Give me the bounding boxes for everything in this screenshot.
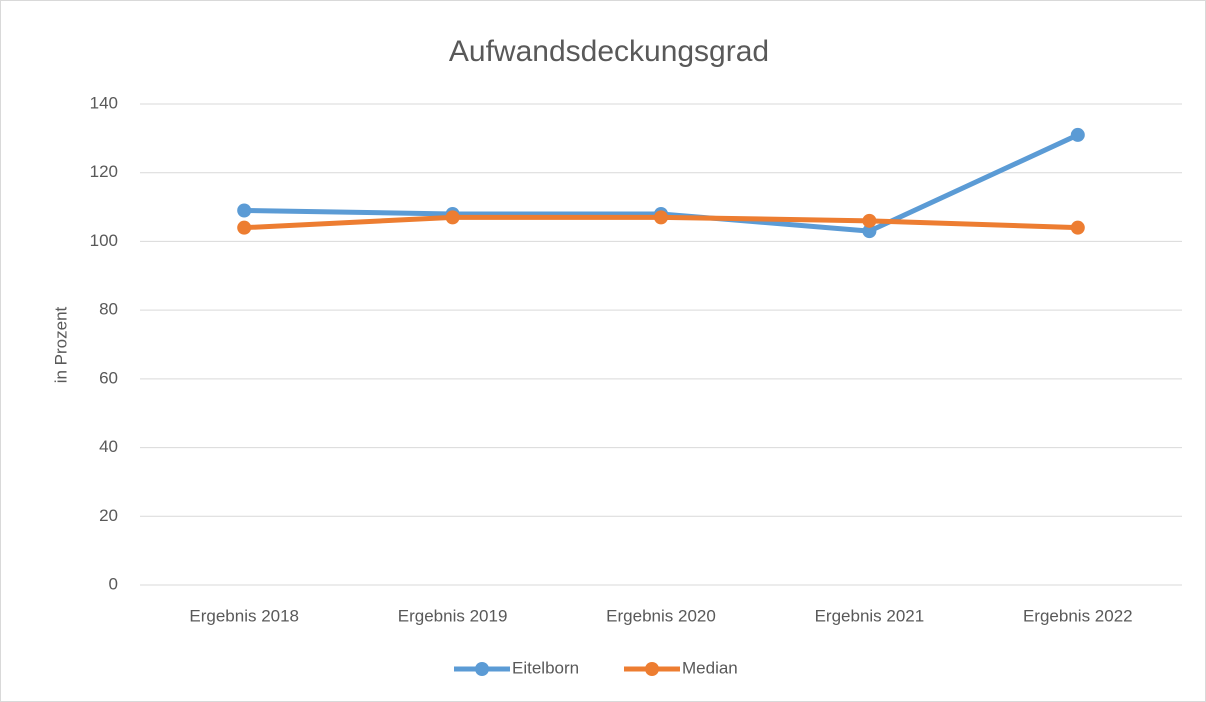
data-point (1070, 220, 1085, 235)
y-tick-label: 120 (90, 162, 118, 181)
y-tick-label: 60 (99, 368, 118, 387)
legend-label: Median (682, 658, 738, 677)
x-tick-label: Ergebnis 2022 (1023, 606, 1133, 625)
x-tick-label: Ergebnis 2019 (398, 606, 508, 625)
y-tick-label: 80 (99, 300, 118, 319)
y-tick-label: 0 (109, 574, 118, 593)
y-tick-label: 20 (99, 506, 118, 525)
legend-label: Eitelborn (512, 658, 579, 677)
x-tick-label: Ergebnis 2020 (606, 606, 716, 625)
y-axis-label: in Prozent (51, 306, 70, 383)
x-tick-label: Ergebnis 2021 (815, 606, 925, 625)
data-point (1070, 127, 1085, 142)
data-point (237, 220, 252, 235)
x-tick-label: Ergebnis 2018 (189, 606, 299, 625)
data-point (862, 224, 877, 239)
data-point (237, 203, 252, 218)
y-tick-label: 100 (90, 231, 118, 250)
legend-marker (475, 662, 489, 676)
y-tick-label: 140 (90, 93, 118, 112)
data-point (862, 213, 877, 228)
data-point (445, 210, 460, 225)
data-point (654, 210, 668, 225)
legend-marker (645, 662, 659, 676)
y-tick-label: 40 (99, 437, 118, 456)
chart-title: Aufwandsdeckungsgrad (449, 35, 769, 68)
